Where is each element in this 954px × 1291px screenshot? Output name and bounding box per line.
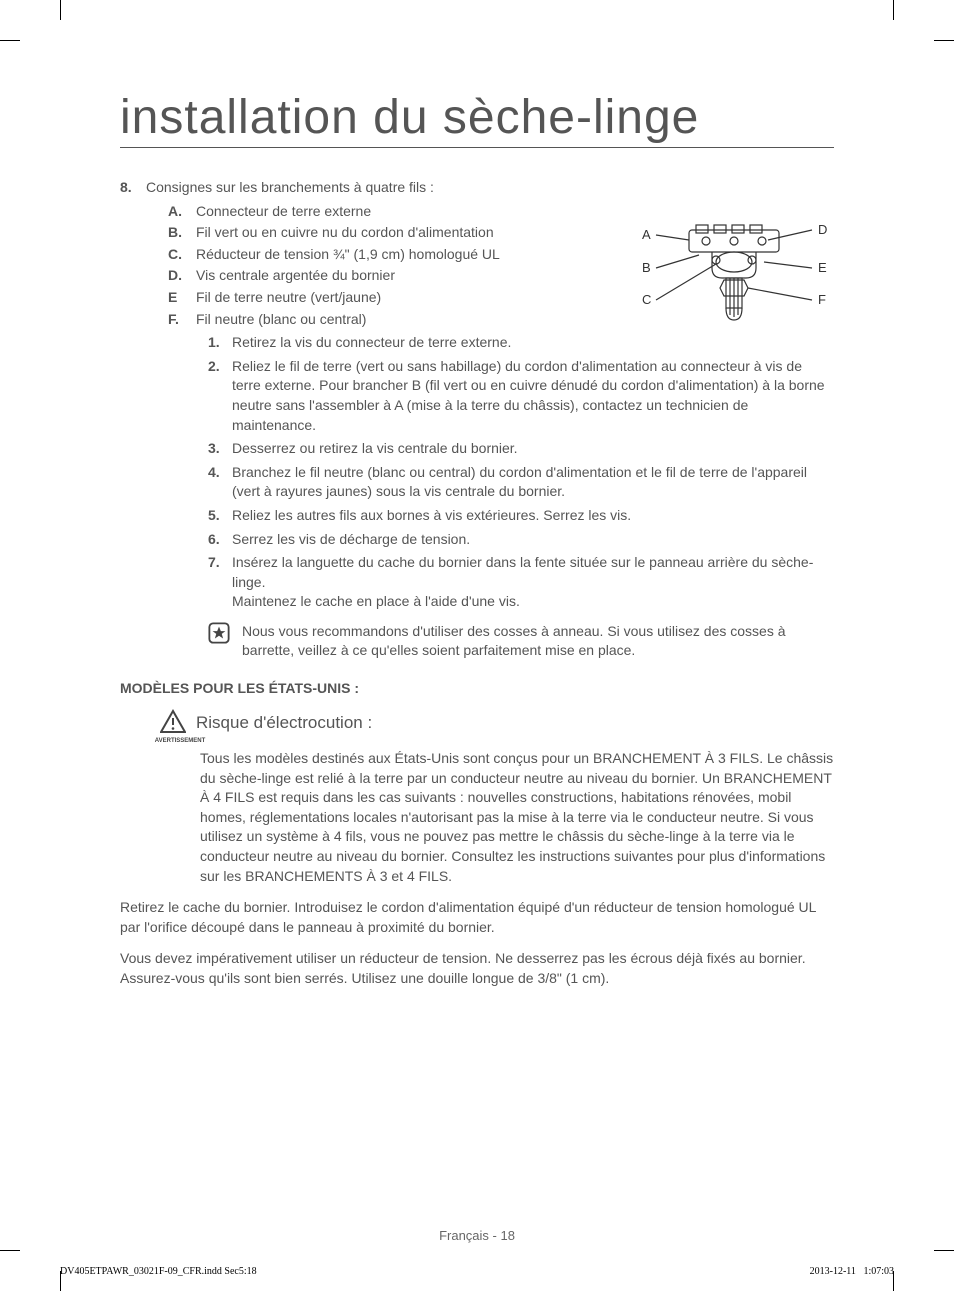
item-text: Desserrez ou retirez la vis centrale du … (232, 439, 518, 459)
item-number: 5. (208, 506, 232, 526)
diagram-label-a: A (642, 227, 651, 242)
item-text: Insérez la languette du cache du bornier… (232, 553, 834, 612)
list-item: 6. Serrez les vis de décharge de tension… (208, 530, 834, 550)
item-text: Reliez les autres fils aux bornes à vis … (232, 506, 631, 526)
diagram-label-d: D (818, 222, 827, 237)
item-text: Retirez la vis du connecteur de terre ex… (232, 333, 511, 353)
item-text: Serrez les vis de décharge de tension. (232, 530, 470, 550)
list-item: 7. Insérez la languette du cache du born… (208, 553, 834, 612)
item-letter: F. (168, 310, 196, 330)
crop-mark (893, 0, 894, 20)
item-number: 7. (208, 553, 232, 612)
item-text: Fil de terre neutre (vert/jaune) (196, 288, 381, 308)
warning-title: Risque d'électrocution : (196, 711, 372, 735)
warning-header: Risque d'électrocution : (120, 709, 834, 735)
footer-timestamp: 2013-12-11 1:07:03 (810, 1266, 894, 1277)
us-models-header: MODÈLES POUR LES ÉTATS-UNIS : (120, 679, 834, 699)
warning-caption: AVERTISSEMENT (150, 737, 210, 745)
item-number: 2. (208, 357, 232, 435)
item-letter: D. (168, 266, 196, 286)
diagram-label-e: E (818, 260, 827, 275)
note-text: Nous vous recommandons d'utiliser des co… (242, 622, 834, 661)
item-text: Réducteur de tension ¾" (1,9 cm) homolog… (196, 245, 500, 265)
crop-mark (60, 0, 61, 20)
item-text: Vis centrale argentée du bornier (196, 266, 395, 286)
step-number: 8. (120, 178, 146, 198)
item-number: 4. (208, 463, 232, 502)
list-item: 4. Branchez le fil neutre (blanc ou cent… (208, 463, 834, 502)
page-title: installation du sèche-linge (120, 0, 834, 148)
star-icon (208, 622, 230, 644)
crop-mark (0, 40, 20, 41)
paragraph: Retirez le cache du bornier. Introduisez… (120, 898, 834, 937)
list-item: 5. Reliez les autres fils aux bornes à v… (208, 506, 834, 526)
item-text: Connecteur de terre externe (196, 202, 371, 222)
list-item: 3. Desserrez ou retirez la vis centrale … (208, 439, 834, 459)
item-letter: A. (168, 202, 196, 222)
diagram-label-b: B (642, 260, 651, 275)
warning-triangle-icon (160, 709, 186, 735)
crop-mark (934, 40, 954, 41)
footer-filename: DV405ETPAWR_03021F-09_CFR.indd Sec5:18 (60, 1266, 257, 1277)
page-footer: Français - 18 (0, 1228, 954, 1243)
page: installation du sèche-linge 8. Consignes… (0, 0, 954, 1291)
item-text: Fil neutre (blanc ou central) (196, 310, 366, 330)
item-text: Branchez le fil neutre (blanc ou central… (232, 463, 834, 502)
paragraph: Vous devez impérativement utiliser un ré… (120, 949, 834, 988)
warning-body: Tous les modèles destinés aux États-Unis… (120, 749, 834, 886)
terminal-block-diagram: A B C D E F (634, 220, 834, 350)
footer-date: 2013-12-11 (810, 1266, 856, 1277)
footer-time: 1:07:03 (863, 1266, 894, 1277)
numbered-list: 1. Retirez la vis du connecteur de terre… (146, 333, 834, 612)
item-number: 6. (208, 530, 232, 550)
diagram-label-f: F (818, 292, 826, 307)
item-letter: C. (168, 245, 196, 265)
crop-mark (0, 1250, 20, 1251)
list-item: A. Connecteur de terre externe (168, 202, 834, 222)
item-number: 1. (208, 333, 232, 353)
item-letter: E (168, 288, 196, 308)
item-number: 3. (208, 439, 232, 459)
step-intro: Consignes sur les branchements à quatre … (146, 178, 834, 198)
list-item: 2. Reliez le fil de terre (vert ou sans … (208, 357, 834, 435)
note: Nous vous recommandons d'utiliser des co… (146, 622, 834, 661)
crop-mark (934, 1250, 954, 1251)
item-text: Fil vert ou en cuivre nu du cordon d'ali… (196, 223, 494, 243)
item-letter: B. (168, 223, 196, 243)
item-text: Reliez le fil de terre (vert ou sans hab… (232, 357, 834, 435)
diagram-label-c: C (642, 292, 651, 307)
